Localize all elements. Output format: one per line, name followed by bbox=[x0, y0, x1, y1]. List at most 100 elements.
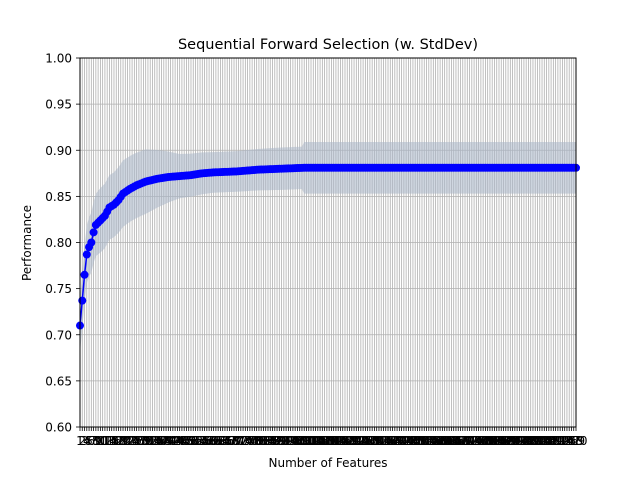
x-tick-label: 45 bbox=[172, 434, 187, 448]
x-tick-label: 5 bbox=[85, 434, 93, 448]
x-tick-label: 23 bbox=[122, 434, 137, 448]
x-tick-label: 143 bbox=[390, 434, 413, 448]
x-tick-label: 109 bbox=[313, 434, 336, 448]
grid bbox=[79, 57, 577, 428]
data-point bbox=[82, 250, 91, 259]
x-tick-label: 151 bbox=[408, 434, 431, 448]
x-tick-label: 133 bbox=[368, 434, 391, 448]
x-tick-label: 180 bbox=[474, 434, 497, 448]
x-tick-label: 80 bbox=[251, 434, 266, 448]
x-tick-label: 72 bbox=[233, 434, 248, 448]
x-tick-label: 33 bbox=[145, 434, 160, 448]
x-tick-label: 144 bbox=[392, 434, 415, 448]
x-tick-label: 59 bbox=[204, 434, 219, 448]
y-tick-label: 0.75 bbox=[45, 282, 72, 296]
x-tick-label: 79 bbox=[249, 434, 264, 448]
x-tick-label: 7 bbox=[90, 434, 98, 448]
x-tick-label: 129 bbox=[358, 434, 381, 448]
x-tick-label: 124 bbox=[347, 434, 370, 448]
x-tick-label: 201 bbox=[522, 434, 545, 448]
x-tick-label: 31 bbox=[140, 434, 155, 448]
x-tick-label: 34 bbox=[147, 434, 162, 448]
x-tick-label: 145 bbox=[395, 434, 418, 448]
x-tick-label: 91 bbox=[276, 434, 291, 448]
x-tick-label: 68 bbox=[224, 434, 239, 448]
x-tick-label: 76 bbox=[242, 434, 257, 448]
y-tick-label: 0.65 bbox=[45, 374, 72, 388]
x-tick-label: 170 bbox=[451, 434, 474, 448]
x-tick-label: 90 bbox=[274, 434, 289, 448]
x-tick-label: 213 bbox=[549, 434, 572, 448]
x-tick-label: 147 bbox=[399, 434, 422, 448]
x-tick-label: 10 bbox=[93, 434, 108, 448]
x-tick-label: 117 bbox=[331, 434, 354, 448]
x-tick-label: 103 bbox=[300, 434, 323, 448]
x-tick-label: 172 bbox=[456, 434, 479, 448]
x-tick-label: 218 bbox=[560, 434, 583, 448]
x-tick-label: 77 bbox=[244, 434, 259, 448]
x-tick-label: 93 bbox=[281, 434, 296, 448]
x-tick-label: 178 bbox=[469, 434, 492, 448]
x-tick-label: 173 bbox=[458, 434, 481, 448]
x-tick-label: 54 bbox=[192, 434, 207, 448]
y-tick-label: 0.85 bbox=[45, 190, 72, 204]
chart-title: Sequential Forward Selection (w. StdDev) bbox=[178, 37, 478, 53]
x-tick-label: 53 bbox=[190, 434, 205, 448]
x-tick-label: 193 bbox=[503, 434, 526, 448]
x-tick-label: 98 bbox=[292, 434, 307, 448]
x-tick-label: 142 bbox=[388, 434, 411, 448]
x-tick-label: 13 bbox=[100, 434, 115, 448]
x-tick-label: 55 bbox=[195, 434, 210, 448]
x-tick-label: 158 bbox=[424, 434, 447, 448]
x-tick-label: 192 bbox=[501, 434, 524, 448]
x-tick-label: 112 bbox=[320, 434, 343, 448]
x-tick-label: 216 bbox=[555, 434, 578, 448]
x-tick-label: 131 bbox=[363, 434, 386, 448]
x-tick-label: 28 bbox=[134, 434, 149, 448]
std-band bbox=[80, 141, 576, 354]
x-tick-label: 157 bbox=[422, 434, 445, 448]
x-tick-label: 148 bbox=[401, 434, 424, 448]
x-tick-label: 58 bbox=[201, 434, 216, 448]
x-tick-label: 63 bbox=[213, 434, 228, 448]
x-tick-label: 6 bbox=[88, 434, 96, 448]
x-tick-label: 141 bbox=[386, 434, 409, 448]
x-tick-label: 162 bbox=[433, 434, 456, 448]
x-tick-label: 83 bbox=[258, 434, 273, 448]
x-tick-label: 168 bbox=[447, 434, 470, 448]
x-tick-label: 152 bbox=[411, 434, 434, 448]
x-tick-label: 206 bbox=[533, 434, 556, 448]
x-tick-label: 137 bbox=[377, 434, 400, 448]
x-tick-label: 179 bbox=[472, 434, 495, 448]
x-tick-label: 39 bbox=[158, 434, 173, 448]
x-tick-label: 115 bbox=[327, 434, 350, 448]
x-tick-label: 16 bbox=[106, 434, 121, 448]
x-tick-label: 171 bbox=[454, 434, 477, 448]
x-tick-label: 66 bbox=[220, 434, 235, 448]
x-tick-label: 97 bbox=[290, 434, 305, 448]
x-tick-label: 92 bbox=[278, 434, 293, 448]
x-tick-label: 167 bbox=[445, 434, 468, 448]
x-tick-label: 15 bbox=[104, 434, 119, 448]
x-tick-label: 209 bbox=[540, 434, 563, 448]
x-tick-label: 22 bbox=[120, 434, 135, 448]
x-tick-label: 116 bbox=[329, 434, 352, 448]
x-tick-label: 46 bbox=[174, 434, 189, 448]
x-tick-label: 101 bbox=[295, 434, 318, 448]
x-tick-label: 4 bbox=[83, 434, 91, 448]
y-tick-label: 0.80 bbox=[45, 236, 72, 250]
x-tick-label: 73 bbox=[235, 434, 250, 448]
x-tick-label: 60 bbox=[206, 434, 221, 448]
x-tick-label: 130 bbox=[361, 434, 384, 448]
x-tick-label: 188 bbox=[492, 434, 515, 448]
y-tick-label: 0.70 bbox=[45, 328, 72, 342]
x-tick-label: 134 bbox=[370, 434, 393, 448]
x-tick-label: 163 bbox=[435, 434, 458, 448]
x-tick-label: 51 bbox=[186, 434, 201, 448]
x-tick-label: 155 bbox=[417, 434, 440, 448]
x-tick-label: 11 bbox=[95, 434, 110, 448]
x-tick-label: 113 bbox=[322, 434, 345, 448]
x-tick-label: 88 bbox=[269, 434, 284, 448]
x-tick-label: 18 bbox=[111, 434, 126, 448]
